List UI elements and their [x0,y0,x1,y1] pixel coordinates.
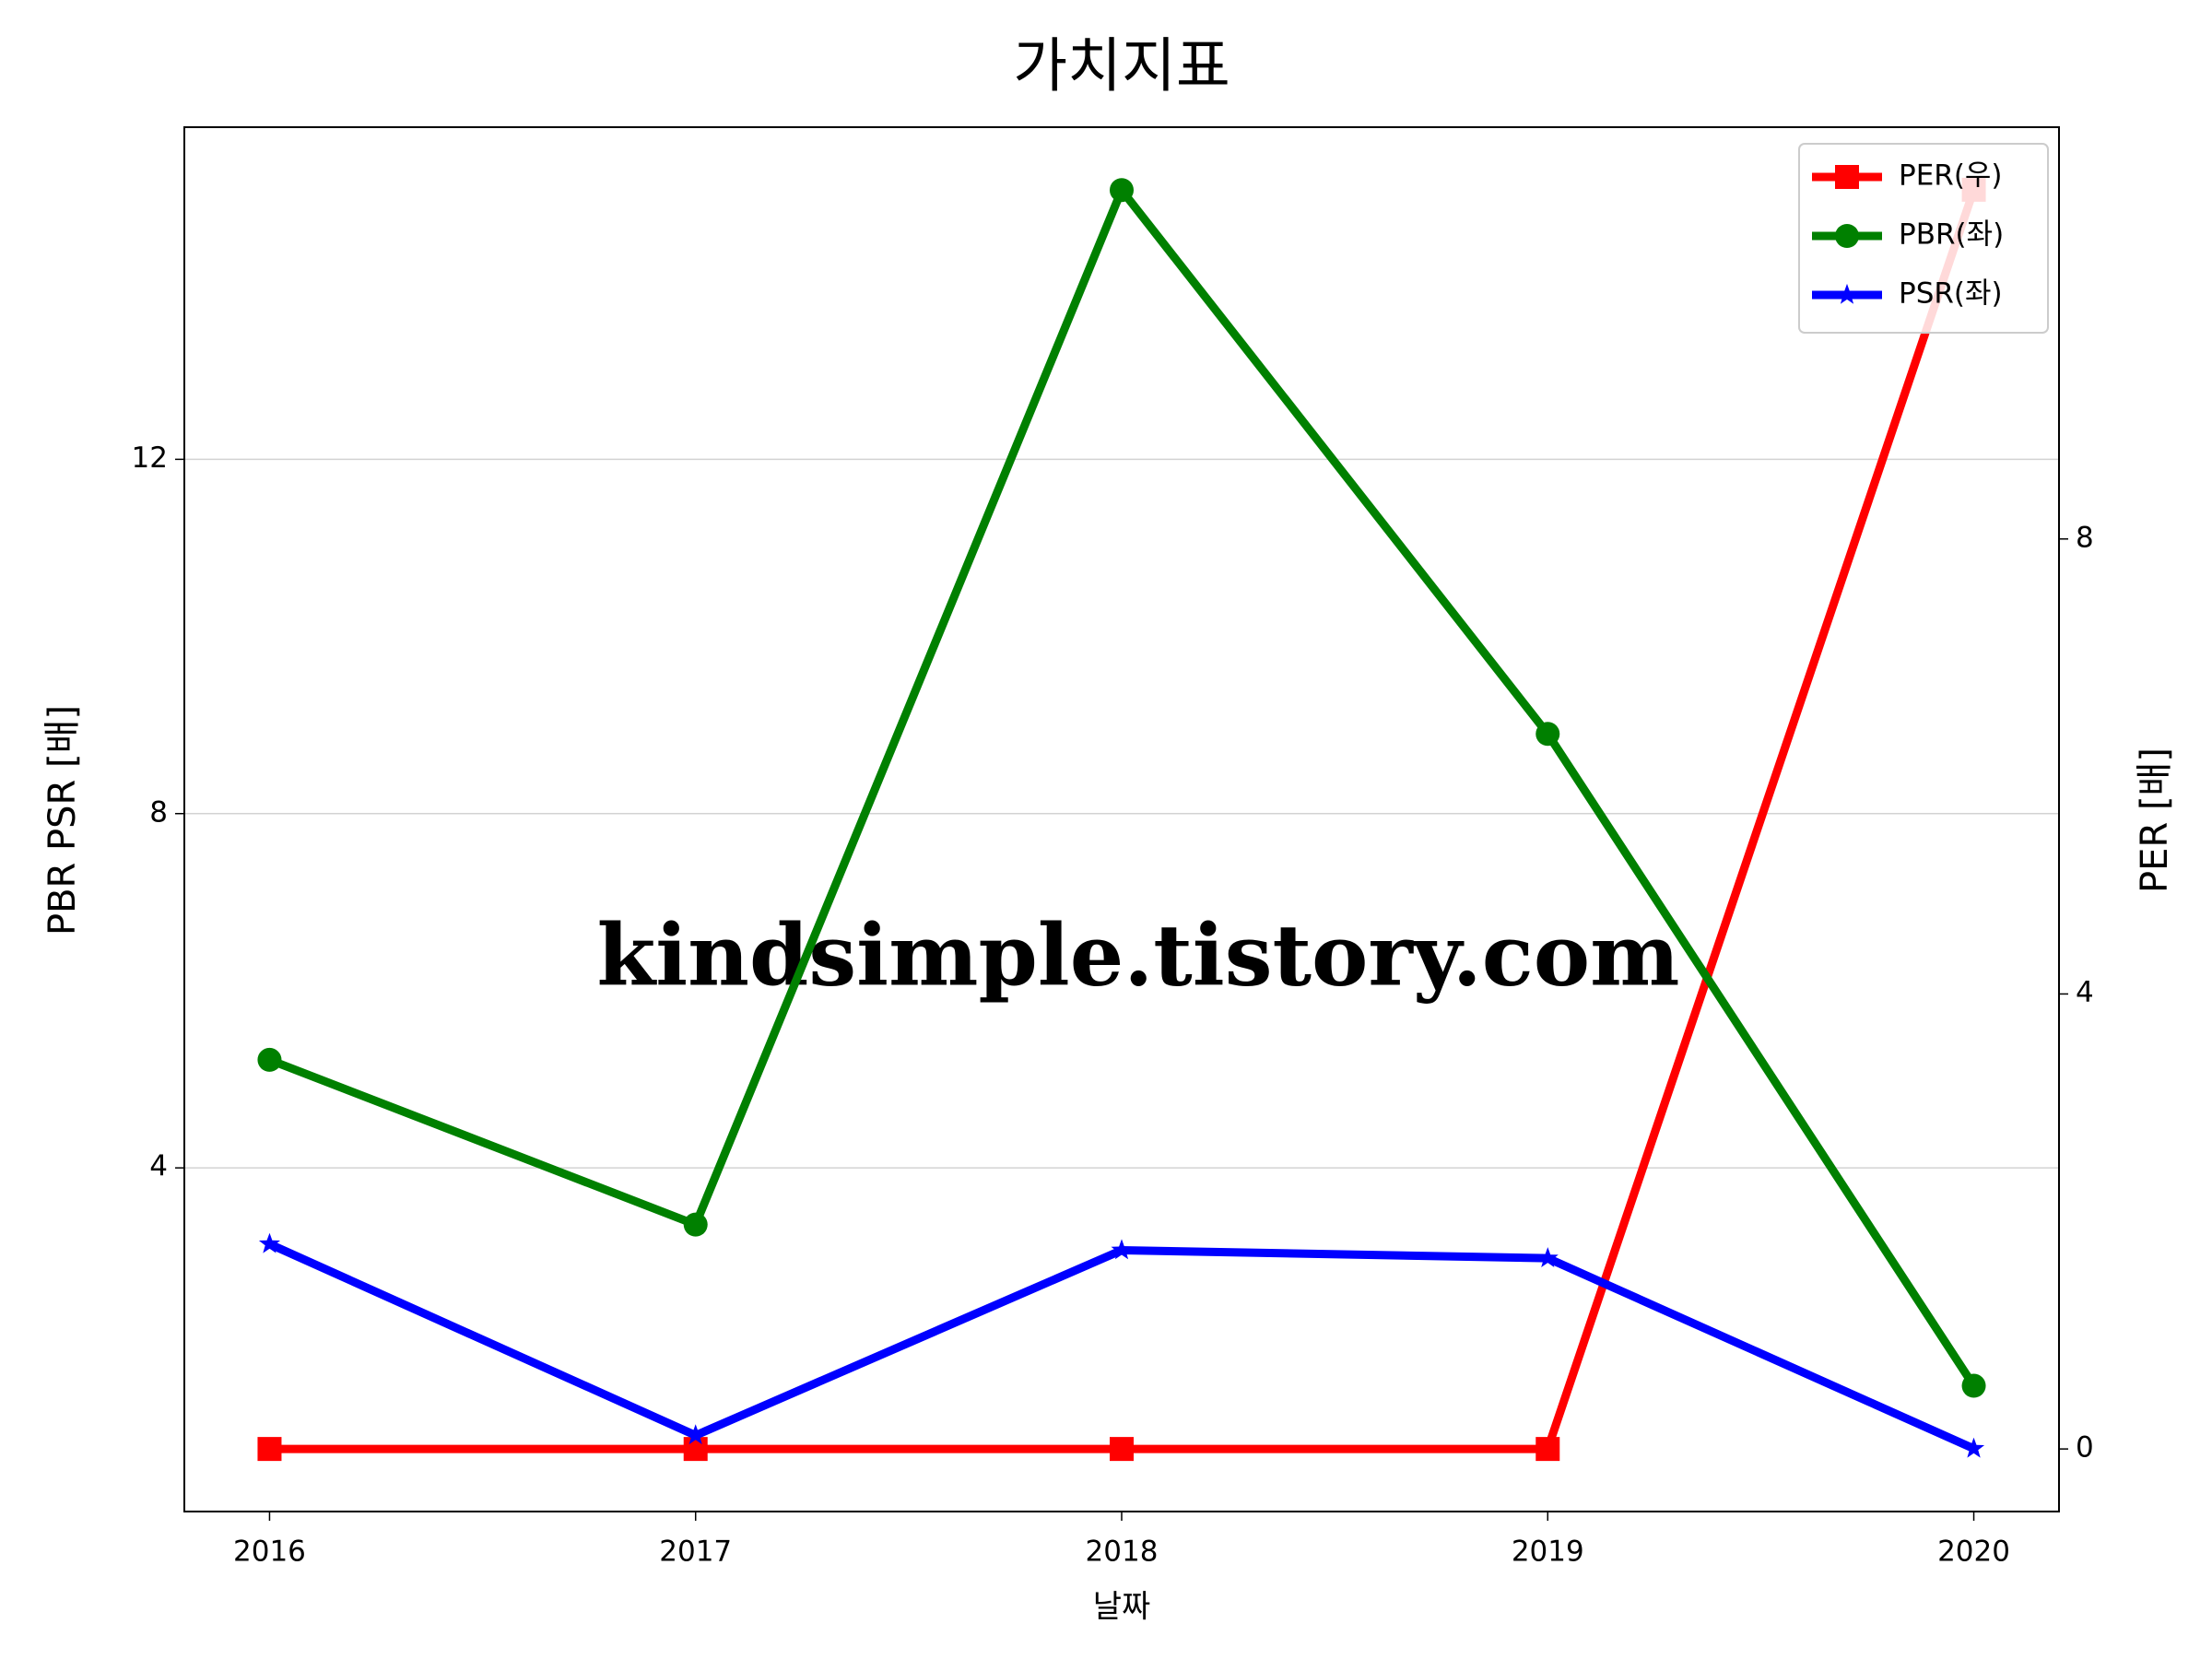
y-tick-label: 8 [149,795,168,829]
x-tick-label: 2018 [1086,1535,1159,1569]
marker [685,1424,707,1445]
y2-tick-label: 4 [2076,976,2094,1009]
marker [1536,1247,1559,1267]
marker [257,1047,282,1072]
legend-box [1798,143,2049,334]
x-tick-label: 2020 [1937,1535,2010,1569]
marker [1963,1437,1985,1458]
y2-tick-label: 8 [2076,521,2094,554]
marker [1836,283,1858,304]
y-axis-label: PBR PSR [배] [41,705,84,935]
legend: PER(우) PBR(좌) PSR(좌) [1798,143,2049,334]
y2-tick-label: 0 [2076,1431,2094,1465]
chart-title: 가치지표 [1013,33,1230,101]
y-tick-label: 4 [149,1150,168,1183]
marker [1535,722,1560,747]
x-tick-label: 2019 [1512,1535,1584,1569]
marker [257,1437,282,1462]
y2-axis-label: PER [배] [2134,747,2176,893]
marker [683,1212,708,1237]
marker [1110,1437,1134,1462]
legend-label: PBR(좌) [1899,218,2004,252]
marker [1835,224,1859,248]
x-tick-label: 2017 [659,1535,732,1569]
marker [1961,1373,1986,1398]
y-tick-label: 12 [132,441,168,475]
marker [258,1232,280,1253]
marker [1835,165,1859,189]
x-tick-label: 2016 [233,1535,306,1569]
legend-label: PSR(좌) [1899,277,2003,311]
marker [1110,178,1134,203]
legend-label: PER(우) [1899,159,2003,193]
marker [1111,1239,1133,1260]
marker [683,1437,708,1462]
watermark: kindsimple.tistory.com [596,906,1679,1006]
marker [1535,1437,1560,1462]
x-axis-label: 날짜 [1093,1589,1151,1626]
plot-frame [183,126,2060,1512]
